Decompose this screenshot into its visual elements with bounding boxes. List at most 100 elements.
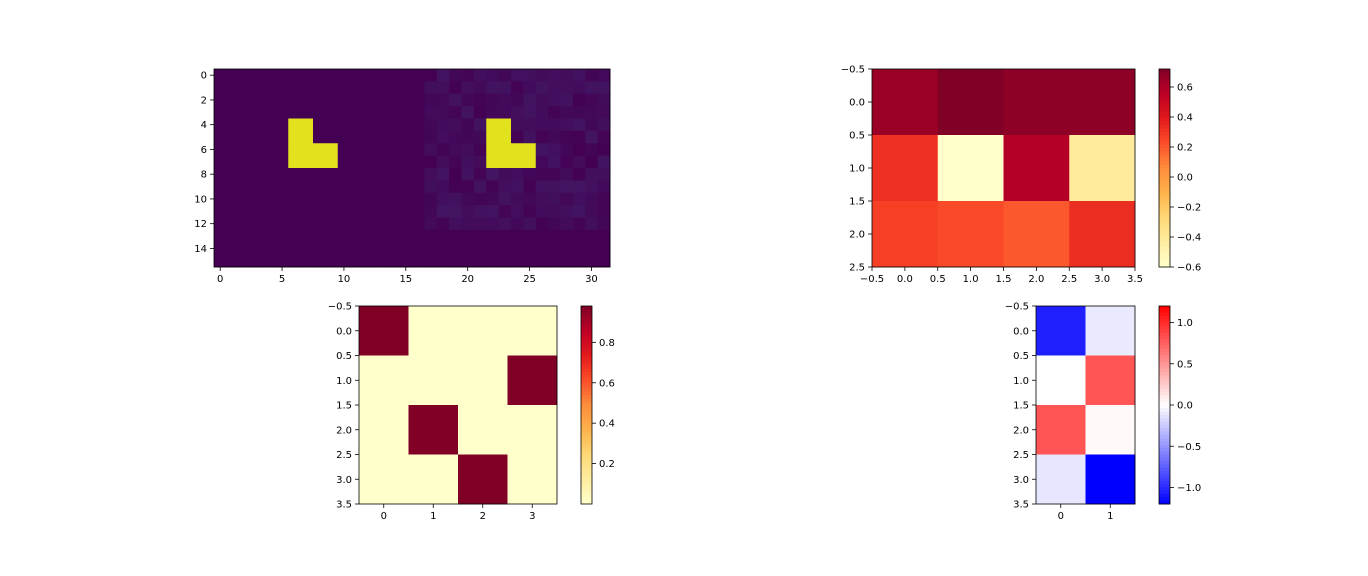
heatmap-cell <box>572 242 586 256</box>
heatmap-cell <box>473 155 487 169</box>
colorbar: −1.0 −0.5 0.0 0.5 1.0 <box>1158 305 1201 505</box>
y-tick-label: 3.5 <box>1013 500 1029 511</box>
colorbar-gradient-step <box>581 391 592 396</box>
colorbar-gradient-step <box>581 339 592 343</box>
heatmap-cell <box>313 217 326 231</box>
colorbar-gradient-step <box>581 484 592 488</box>
colorbar-gradient-step <box>1159 474 1170 479</box>
heatmap-cell <box>585 130 599 144</box>
heatmap-cell <box>548 155 561 169</box>
heatmap-cell <box>238 254 252 268</box>
colorbar-gradient-step <box>1159 224 1170 228</box>
heatmap-cell <box>473 81 487 95</box>
heatmap-cell <box>399 205 413 218</box>
heatmap-cell <box>412 143 425 157</box>
heatmap-cell <box>275 81 289 95</box>
heatmap-cell <box>585 180 599 194</box>
x-tick-label: 20 <box>461 274 474 285</box>
heatmap-cell <box>337 229 351 243</box>
heatmap-cell <box>238 168 252 181</box>
heatmap-cell <box>486 130 500 144</box>
colorbar-gradient-step <box>1159 447 1170 452</box>
heatmap-cell <box>325 205 339 218</box>
heatmap-cell <box>374 254 388 268</box>
heatmap-cell <box>449 81 462 95</box>
colorbar-gradient-step <box>1159 214 1170 218</box>
heatmap-cell <box>436 155 450 169</box>
heatmap-cell <box>263 242 277 256</box>
heatmap-cell <box>548 242 561 256</box>
heatmap-cell <box>572 155 586 169</box>
heatmap-cell <box>226 93 240 107</box>
heatmap-cell <box>560 106 574 119</box>
heatmap-cell <box>387 217 401 231</box>
colorbar-gradient-step <box>1159 319 1170 323</box>
y-tick-label: 1.0 <box>336 376 352 387</box>
heatmap-cell <box>275 143 289 157</box>
colorbar-gradient-step <box>1159 243 1170 248</box>
heatmap-cell <box>300 93 314 107</box>
colorbar-tick-label: 0.2 <box>599 459 615 470</box>
heatmap-cell <box>251 254 264 268</box>
heatmap-cell <box>872 69 939 136</box>
heatmap-cell <box>572 118 586 132</box>
colorbar-tick-label: 0.5 <box>1177 359 1193 370</box>
heatmap-cell <box>560 242 574 256</box>
heatmap-cell <box>560 130 574 144</box>
heatmap-cell <box>548 217 561 231</box>
colorbar-gradient-step <box>1159 395 1170 399</box>
heatmap-cell <box>424 155 438 169</box>
heatmap-cell <box>350 81 363 95</box>
heatmap-cell <box>288 130 302 144</box>
heatmap-cell <box>548 229 561 243</box>
heatmap-cell <box>473 130 487 144</box>
y-tick-label: 3.0 <box>1013 475 1029 486</box>
heatmap-cell <box>238 180 252 194</box>
heatmap-cell <box>300 242 314 256</box>
colorbar-gradient-step <box>581 464 592 469</box>
colorbar-gradient-step <box>1159 121 1170 126</box>
heatmap-cell <box>560 155 574 169</box>
heatmap-cell <box>387 155 401 169</box>
heatmap-cell <box>597 155 611 169</box>
colorbar-gradient-step <box>1159 444 1170 449</box>
heatmap-cell <box>507 454 558 505</box>
heatmap-cell <box>226 192 240 206</box>
heatmap-cell <box>226 106 240 119</box>
heatmap-cell <box>548 168 561 181</box>
heatmap-cell <box>507 355 558 406</box>
heatmap-cell <box>449 242 462 256</box>
heatmap-cell <box>461 242 475 256</box>
x-tick-label: 0 <box>381 511 387 522</box>
y-tick-label: 0 <box>201 71 207 82</box>
heatmap-cell <box>486 143 500 157</box>
heatmap-cell <box>288 229 302 243</box>
x-tick-label: 10 <box>338 274 351 285</box>
colorbar-gradient-step <box>581 322 592 327</box>
heatmap-cell <box>597 192 611 206</box>
x-tick-label: 30 <box>585 274 598 285</box>
heatmap-cell <box>498 106 512 119</box>
heatmap-cell <box>350 118 363 132</box>
heatmap-cell <box>387 205 401 218</box>
colorbar-gradient-step <box>1159 322 1170 327</box>
heatmap-cell <box>572 93 586 107</box>
heatmap-cell <box>238 69 252 82</box>
heatmap-cell <box>486 229 500 243</box>
heatmap-cell <box>424 118 438 132</box>
colorbar-gradient-step <box>1159 329 1170 333</box>
heatmap-cell <box>251 81 264 95</box>
heatmap-cell <box>498 143 512 157</box>
heatmap-cell <box>585 81 599 95</box>
heatmap-cell <box>300 118 314 132</box>
heatmap-cell <box>387 143 401 157</box>
heatmap-cell <box>511 192 524 206</box>
heatmap-cell <box>1036 405 1086 455</box>
colorbar-gradient-step <box>1159 187 1170 192</box>
heatmap-cell <box>511 229 524 243</box>
colorbar-gradient-step <box>1159 411 1170 416</box>
y-tick-label: 3.5 <box>336 500 352 511</box>
heatmap-cell <box>275 155 289 169</box>
heatmap-cell <box>511 254 524 268</box>
heatmap-cell <box>359 355 409 406</box>
